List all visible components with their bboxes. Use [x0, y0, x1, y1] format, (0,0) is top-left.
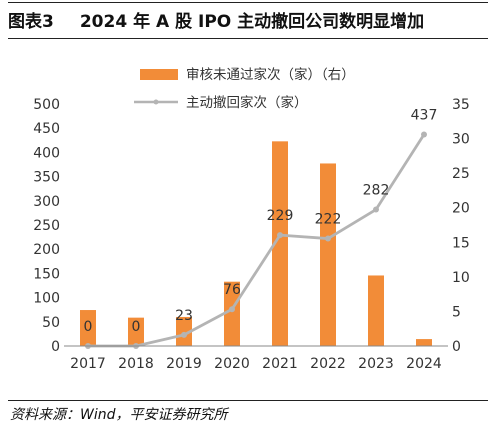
bar — [80, 310, 96, 346]
right-tick-label: 0 — [452, 339, 461, 355]
bar — [368, 275, 384, 346]
left-tick-label: 100 — [33, 291, 60, 307]
bottom-rule — [8, 400, 488, 401]
legend-label-line: 主动撤回家次（家） — [186, 94, 308, 111]
left-tick-label: 150 — [33, 266, 60, 282]
left-tick-label: 300 — [33, 194, 60, 210]
line-point — [325, 235, 331, 242]
bar — [416, 339, 432, 346]
bar — [272, 141, 288, 346]
x-tick-label: 2019 — [166, 356, 202, 372]
left-tick-label: 350 — [33, 170, 60, 186]
bar-series — [80, 141, 432, 346]
legend: 审核未通过家次（家）（右） 主动撤回家次（家） — [134, 66, 355, 111]
x-tick-label: 2024 — [406, 356, 442, 372]
figure-label: 图表3 — [8, 11, 54, 32]
legend-swatch-bar — [140, 69, 178, 80]
title-rule — [8, 38, 488, 39]
left-axis: 0 50 100 150 200 250 300 350 400 450 500 — [33, 97, 60, 355]
right-tick-label: 25 — [452, 166, 470, 182]
bar — [224, 281, 240, 346]
data-label: 437 — [411, 107, 438, 123]
source-note: 资料来源：Wind，平安证券研究所 — [10, 407, 228, 423]
x-axis: 2017 2018 2019 2020 2021 2022 2023 2024 — [64, 345, 448, 372]
data-label: 23 — [175, 308, 193, 324]
right-tick-label: 30 — [452, 132, 470, 148]
line-point — [277, 232, 283, 239]
right-tick-label: 20 — [452, 201, 470, 217]
line-point — [421, 131, 427, 138]
data-label: 282 — [363, 183, 390, 199]
right-tick-label: 5 — [452, 304, 461, 320]
data-label: 222 — [315, 212, 342, 228]
data-label: 229 — [267, 208, 294, 224]
line-point — [373, 206, 379, 213]
left-tick-label: 250 — [33, 218, 60, 234]
data-label: 0 — [84, 319, 93, 335]
x-tick-label: 2022 — [310, 356, 346, 372]
left-tick-label: 400 — [33, 145, 60, 161]
left-tick-label: 200 — [33, 242, 60, 258]
left-tick-label: 500 — [33, 97, 60, 113]
title-bar: 图表3 2024 年 A 股 IPO 主动撤回公司数明显增加 — [8, 2, 488, 36]
data-label: 76 — [223, 282, 241, 298]
chart-title: 2024 年 A 股 IPO 主动撤回公司数明显增加 — [79, 11, 425, 32]
line-path — [88, 133, 426, 348]
right-tick-label: 35 — [452, 97, 470, 113]
legend-label-bar: 审核未通过家次（家）（右） — [186, 66, 355, 83]
bar — [320, 163, 336, 346]
x-tick-label: 2021 — [262, 356, 298, 372]
bar — [128, 317, 144, 346]
x-tick-label: 2020 — [214, 356, 250, 372]
line-series: 0 0 23 76 229 222 282 437 — [84, 107, 438, 349]
x-tick-label: 2018 — [118, 356, 154, 372]
x-tick-label: 2023 — [358, 356, 394, 372]
x-tick-label: 2017 — [70, 356, 106, 372]
right-axis: 0 5 10 15 20 25 30 35 — [452, 97, 470, 355]
right-tick-label: 10 — [452, 270, 470, 286]
bar — [176, 316, 192, 346]
legend-swatch-marker — [153, 99, 159, 105]
line-point — [229, 306, 235, 313]
right-tick-label: 15 — [452, 235, 470, 251]
line-point — [181, 331, 187, 338]
left-tick-label: 50 — [42, 315, 60, 331]
chart: 审核未通过家次（家）（右）主动撤回家次（家） 05010015020025030… — [33, 66, 470, 372]
left-tick-label: 450 — [33, 121, 60, 137]
left-tick-label: 0 — [51, 339, 60, 355]
data-label: 0 — [132, 319, 141, 335]
top-rule — [8, 2, 488, 3]
